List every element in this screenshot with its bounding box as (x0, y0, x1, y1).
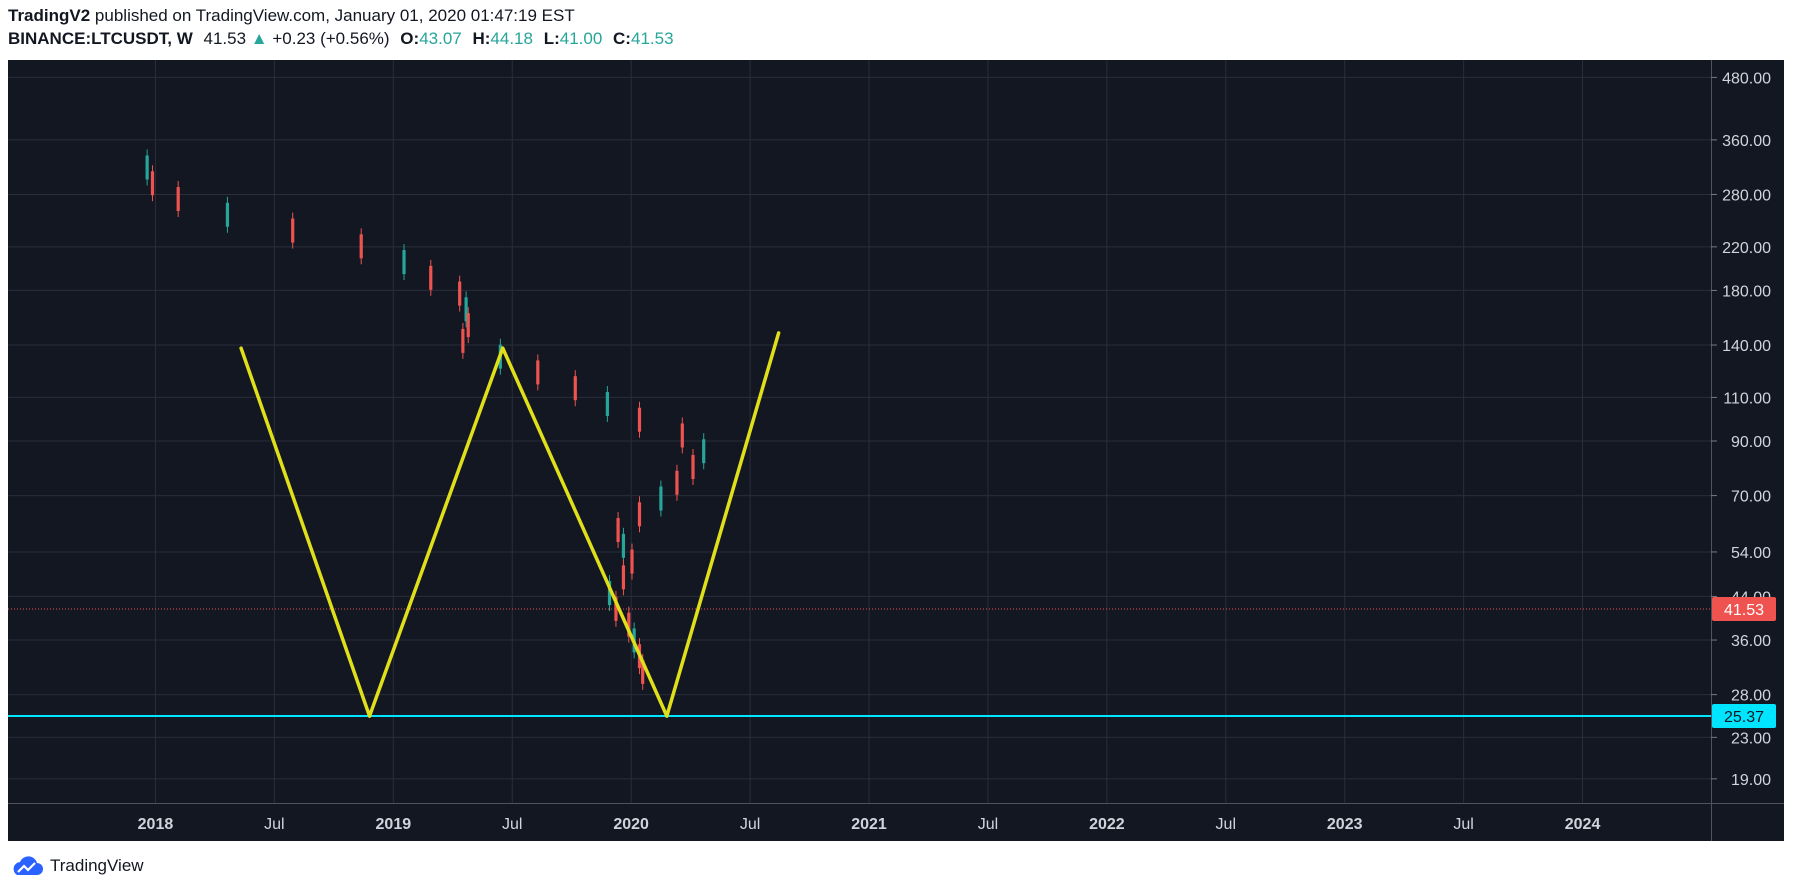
low-label: L: (543, 29, 560, 48)
time-axis-divider (8, 803, 1784, 804)
candle-body (225, 202, 230, 227)
candle-body (461, 328, 465, 353)
candle-body (150, 171, 155, 196)
x-tick-label: 2024 (1565, 816, 1601, 833)
candle-body (616, 518, 620, 543)
x-tick-label: Jul (1453, 816, 1473, 833)
candle-body (145, 155, 149, 180)
candles (145, 149, 706, 690)
y-tick-label: 280.00 (1722, 187, 1771, 204)
x-tick-label: Jul (1216, 816, 1236, 833)
y-tick-label: 90.00 (1731, 434, 1771, 451)
time-axis[interactable]: 2018 Jul 2019 Jul 2020 Jul 2021 Jul 2022 Jul 2023 J… (138, 816, 1601, 833)
y-tick-label: 70.00 (1731, 489, 1771, 506)
symbol-legend: BINANCE:LTCUSDT, W 41.53 ▲ +0.23 (+0.56%… (8, 29, 674, 49)
x-tick-label: 2022 (1089, 816, 1125, 833)
price-axis-divider (1711, 60, 1712, 841)
x-tick-label: Jul (264, 816, 284, 833)
x-tick-label: 2019 (376, 816, 412, 833)
price-badges: 41.53 25.37 (1712, 596, 1776, 729)
candle-body (630, 549, 634, 574)
published-text: published on TradingView.com, January 01… (94, 6, 575, 25)
candle-body (621, 565, 626, 590)
pattern-line[interactable] (500, 346, 669, 718)
support-badge (1712, 704, 1776, 729)
x-tick-label: Jul (502, 816, 522, 833)
candle-body (641, 659, 645, 684)
publish-info: TradingV2 published on TradingView.com, … (8, 6, 575, 26)
pattern-line[interactable] (367, 346, 505, 718)
candle-body (637, 407, 642, 432)
candle-body (605, 391, 609, 416)
pattern-line[interactable] (665, 331, 781, 718)
brand-name: TradingView (50, 856, 144, 875)
candle-body (464, 297, 468, 322)
pattern-lines[interactable] (239, 331, 781, 718)
candle-body (291, 218, 295, 243)
x-tick-label: 2023 (1327, 816, 1363, 833)
candle-body (466, 313, 470, 338)
candle-body (627, 612, 631, 637)
y-tick-label: 36.00 (1731, 633, 1771, 650)
y-tick-label: 110.00 (1723, 390, 1771, 407)
symbol-label[interactable]: BINANCE:LTCUSDT, W (8, 29, 193, 48)
y-tick-label: 23.00 (1731, 730, 1771, 747)
last-price: 41.53 (203, 29, 247, 48)
open-value: 43.07 (419, 29, 462, 48)
candle-body (359, 234, 363, 259)
candle-body (659, 486, 663, 511)
close-label: C: (613, 29, 631, 48)
current-price-label: 41.53 (1724, 602, 1764, 619)
open-label: O: (400, 29, 420, 48)
chart-background (8, 60, 1784, 841)
support-price-label: 25.37 (1724, 709, 1764, 726)
candle-body (458, 281, 462, 306)
y-tick-label: 54.00 (1731, 545, 1771, 562)
y-tick-label: 480.00 (1722, 70, 1771, 87)
tradingview-cloud-icon (13, 856, 43, 875)
candle-body (429, 265, 433, 290)
up-arrow-icon: ▲ (250, 29, 268, 48)
y-tick-label: 180.00 (1722, 283, 1771, 300)
author-name[interactable]: TradingV2 (8, 6, 91, 25)
y-tick-label: 28.00 (1731, 688, 1771, 705)
x-tick-label: 2021 (851, 816, 887, 833)
price-change: +0.23 (+0.56%) (272, 29, 390, 48)
candle-body (614, 596, 618, 621)
x-tick-label: Jul (978, 816, 998, 833)
x-tick-label: 2020 (613, 816, 649, 833)
candle-body (607, 581, 612, 606)
candle-body (573, 376, 577, 401)
candle-body (675, 470, 679, 495)
candle-body (621, 533, 626, 558)
close-value: 41.53 (630, 29, 674, 48)
high-label: H: (472, 29, 491, 48)
low-value: 41.00 (559, 29, 603, 48)
candle-body (176, 187, 180, 212)
tradingview-logo[interactable]: TradingView (10, 854, 144, 878)
candle-body (702, 439, 706, 464)
y-tick-label: 140.00 (1722, 338, 1771, 355)
y-tick-label: 360.00 (1722, 133, 1771, 150)
candle-body (680, 423, 684, 448)
high-value: 44.18 (490, 29, 533, 48)
candle-body (536, 360, 540, 385)
candle-body (691, 455, 695, 479)
pattern-line[interactable] (239, 346, 372, 718)
x-tick-label: Jul (740, 816, 760, 833)
candle-body (402, 250, 406, 275)
x-tick-label: 2018 (138, 816, 174, 833)
y-tick-label: 220.00 (1722, 240, 1771, 257)
y-tick-label: 19.00 (1731, 772, 1771, 789)
current-price-badge (1712, 596, 1776, 621)
candle-body (637, 502, 642, 527)
